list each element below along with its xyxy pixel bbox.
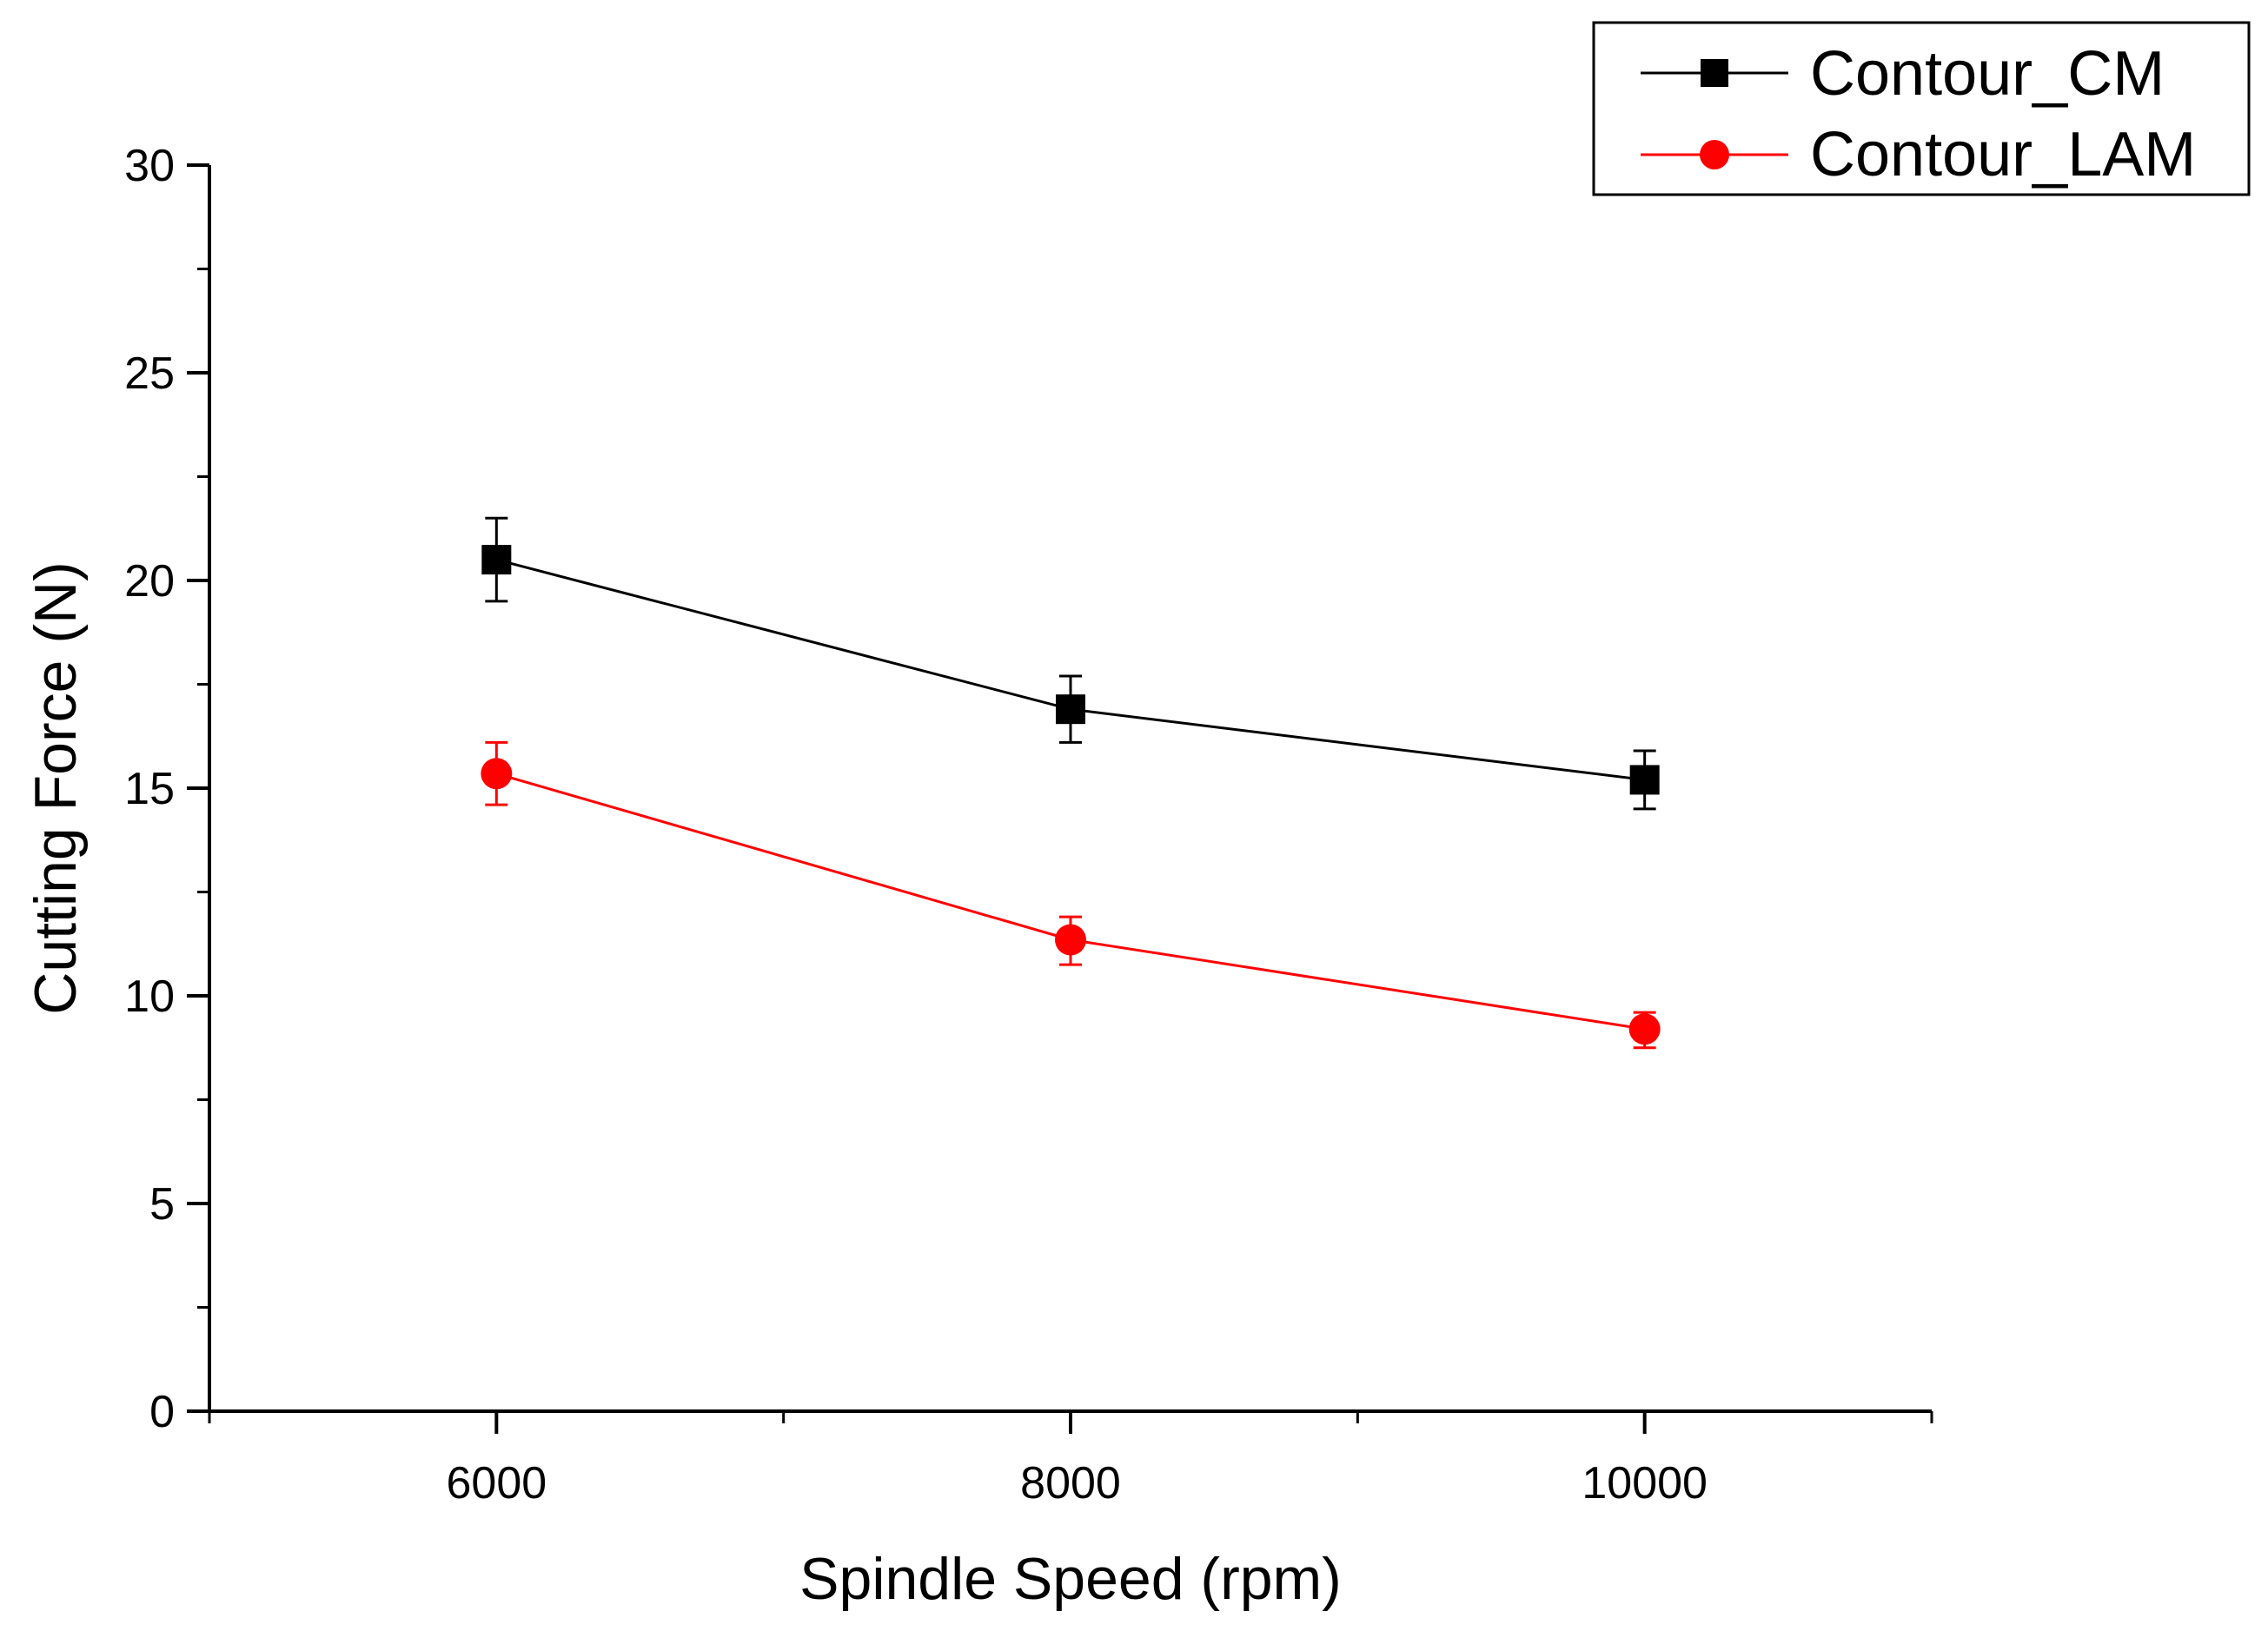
data-point-contour-lam	[1055, 924, 1086, 956]
x-ticks: 6000 8000 10000	[208, 1411, 1933, 1509]
series-line-contour-cm	[495, 558, 1645, 781]
legend-marker-contour-cm	[1701, 59, 1728, 87]
y-tick-label-0: 0	[149, 1387, 175, 1437]
y-tick-label-10: 10	[124, 972, 175, 1022]
data-point-contour-lam	[481, 758, 513, 790]
y-tick-label-30: 30	[124, 141, 175, 191]
data-point-contour-lam	[1628, 1013, 1661, 1045]
x-axis-title: Spindle Speed (rpm)	[799, 1546, 1342, 1612]
y-ticks: 0 5 10 15 20 25 30	[124, 141, 209, 1437]
y-tick-label-20: 20	[124, 556, 175, 607]
y-tick-label-15: 15	[124, 764, 175, 814]
x-tick-label-6000: 6000	[446, 1458, 547, 1509]
y-tick-label-25: 25	[124, 348, 175, 399]
y-tick-label-5: 5	[149, 1179, 175, 1230]
x-tick-label-10000: 10000	[1582, 1458, 1708, 1509]
axes	[208, 165, 1932, 1413]
y-axis-title: Cutting Force (N)	[23, 561, 89, 1014]
data-point-contour-cm	[481, 545, 512, 575]
legend-label-contour-lam: Contour_LAM	[1810, 120, 2196, 189]
series-contour-lam	[481, 740, 1661, 1050]
series-contour-cm	[481, 516, 1660, 811]
legend: Contour_CM Contour_LAM	[1592, 21, 2251, 196]
data-point-contour-cm	[1056, 694, 1085, 725]
series	[481, 516, 1661, 1050]
data-point-contour-cm	[1629, 765, 1660, 795]
legend-marker-contour-lam	[1700, 140, 1729, 169]
legend-box	[1592, 21, 2251, 196]
x-tick-label-8000: 8000	[1020, 1458, 1121, 1509]
series-line-contour-lam	[495, 772, 1645, 1031]
legend-label-contour-cm: Contour_CM	[1810, 39, 2165, 109]
